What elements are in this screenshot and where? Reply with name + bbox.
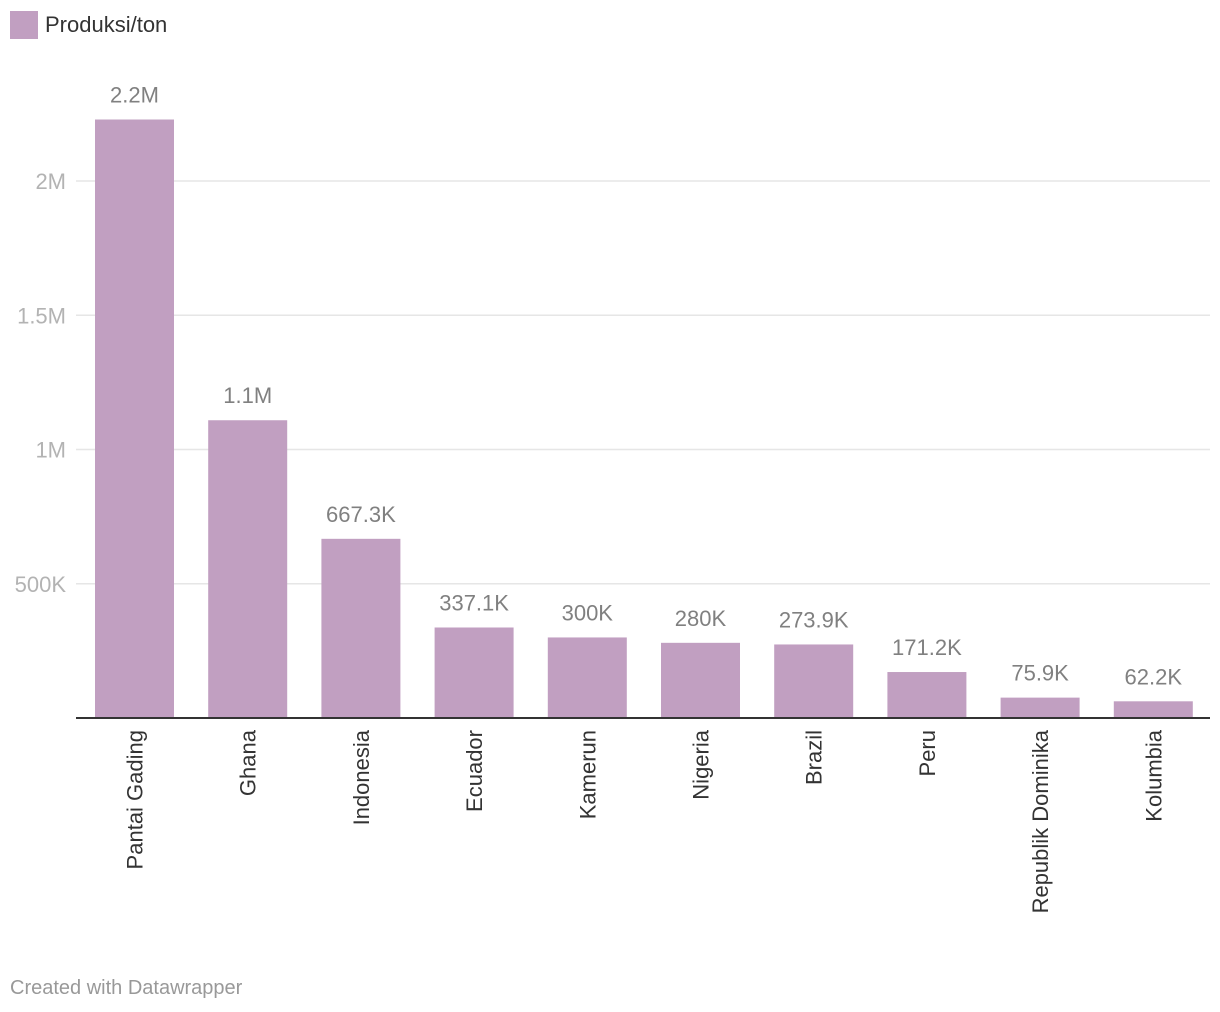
bar [661,642,740,718]
category-label: Indonesia [349,729,374,825]
bar-value-label: 2.2M [110,83,159,108]
bar [1113,701,1193,718]
y-tick-label: 1M [35,438,66,463]
y-tick-label: 1.5M [17,303,66,328]
category-label: Republik Dominika [1028,729,1053,913]
footer-credit: Created with Datawrapper [10,977,243,999]
bar-value-label: 1.1M [223,383,272,408]
bar-value-label: 300K [562,600,614,625]
bar-value-label: 171.2K [892,635,962,660]
bar [1000,697,1080,718]
bar-value-label: 273.9K [779,607,849,632]
bar [208,420,288,718]
bar-value-label: 280K [675,606,727,631]
category-label: Peru [915,730,940,776]
bar [887,672,967,718]
category-label: Kolumbia [1141,729,1166,821]
category-label: Pantai Gading [123,730,148,869]
bar-value-label: 337.1K [439,590,509,615]
bar [774,644,854,718]
category-labels: Pantai Gading Ghana Indonesia Ecuador Kameru… [123,729,1167,913]
bar-value-label: 62.2K [1125,664,1183,689]
legend: Produksi/ton [10,11,167,39]
bar-value-label: 667.3K [326,502,396,527]
category-label: Ghana [236,729,261,796]
bar [95,119,174,719]
category-label: Nigeria [689,729,714,799]
value-labels: 2.2M 1.1M 667.3K 337.1K 300K 280K 273.9K 171.2K… [110,83,1182,690]
bars [95,119,1193,719]
legend-swatch [10,11,38,39]
bar [434,627,514,718]
category-label: Brazil [802,730,827,785]
category-label: Kamerun [575,730,600,819]
y-tick-label: 500K [15,572,67,597]
legend-label: Produksi/ton [45,12,167,37]
bar [321,538,401,718]
bar-value-label: 75.9K [1011,661,1069,686]
bar [547,637,627,718]
y-axis-ticks: 500K 1M 1.5M 2M [15,169,67,597]
category-label: Ecuador [462,730,487,812]
y-tick-label: 2M [35,169,66,194]
